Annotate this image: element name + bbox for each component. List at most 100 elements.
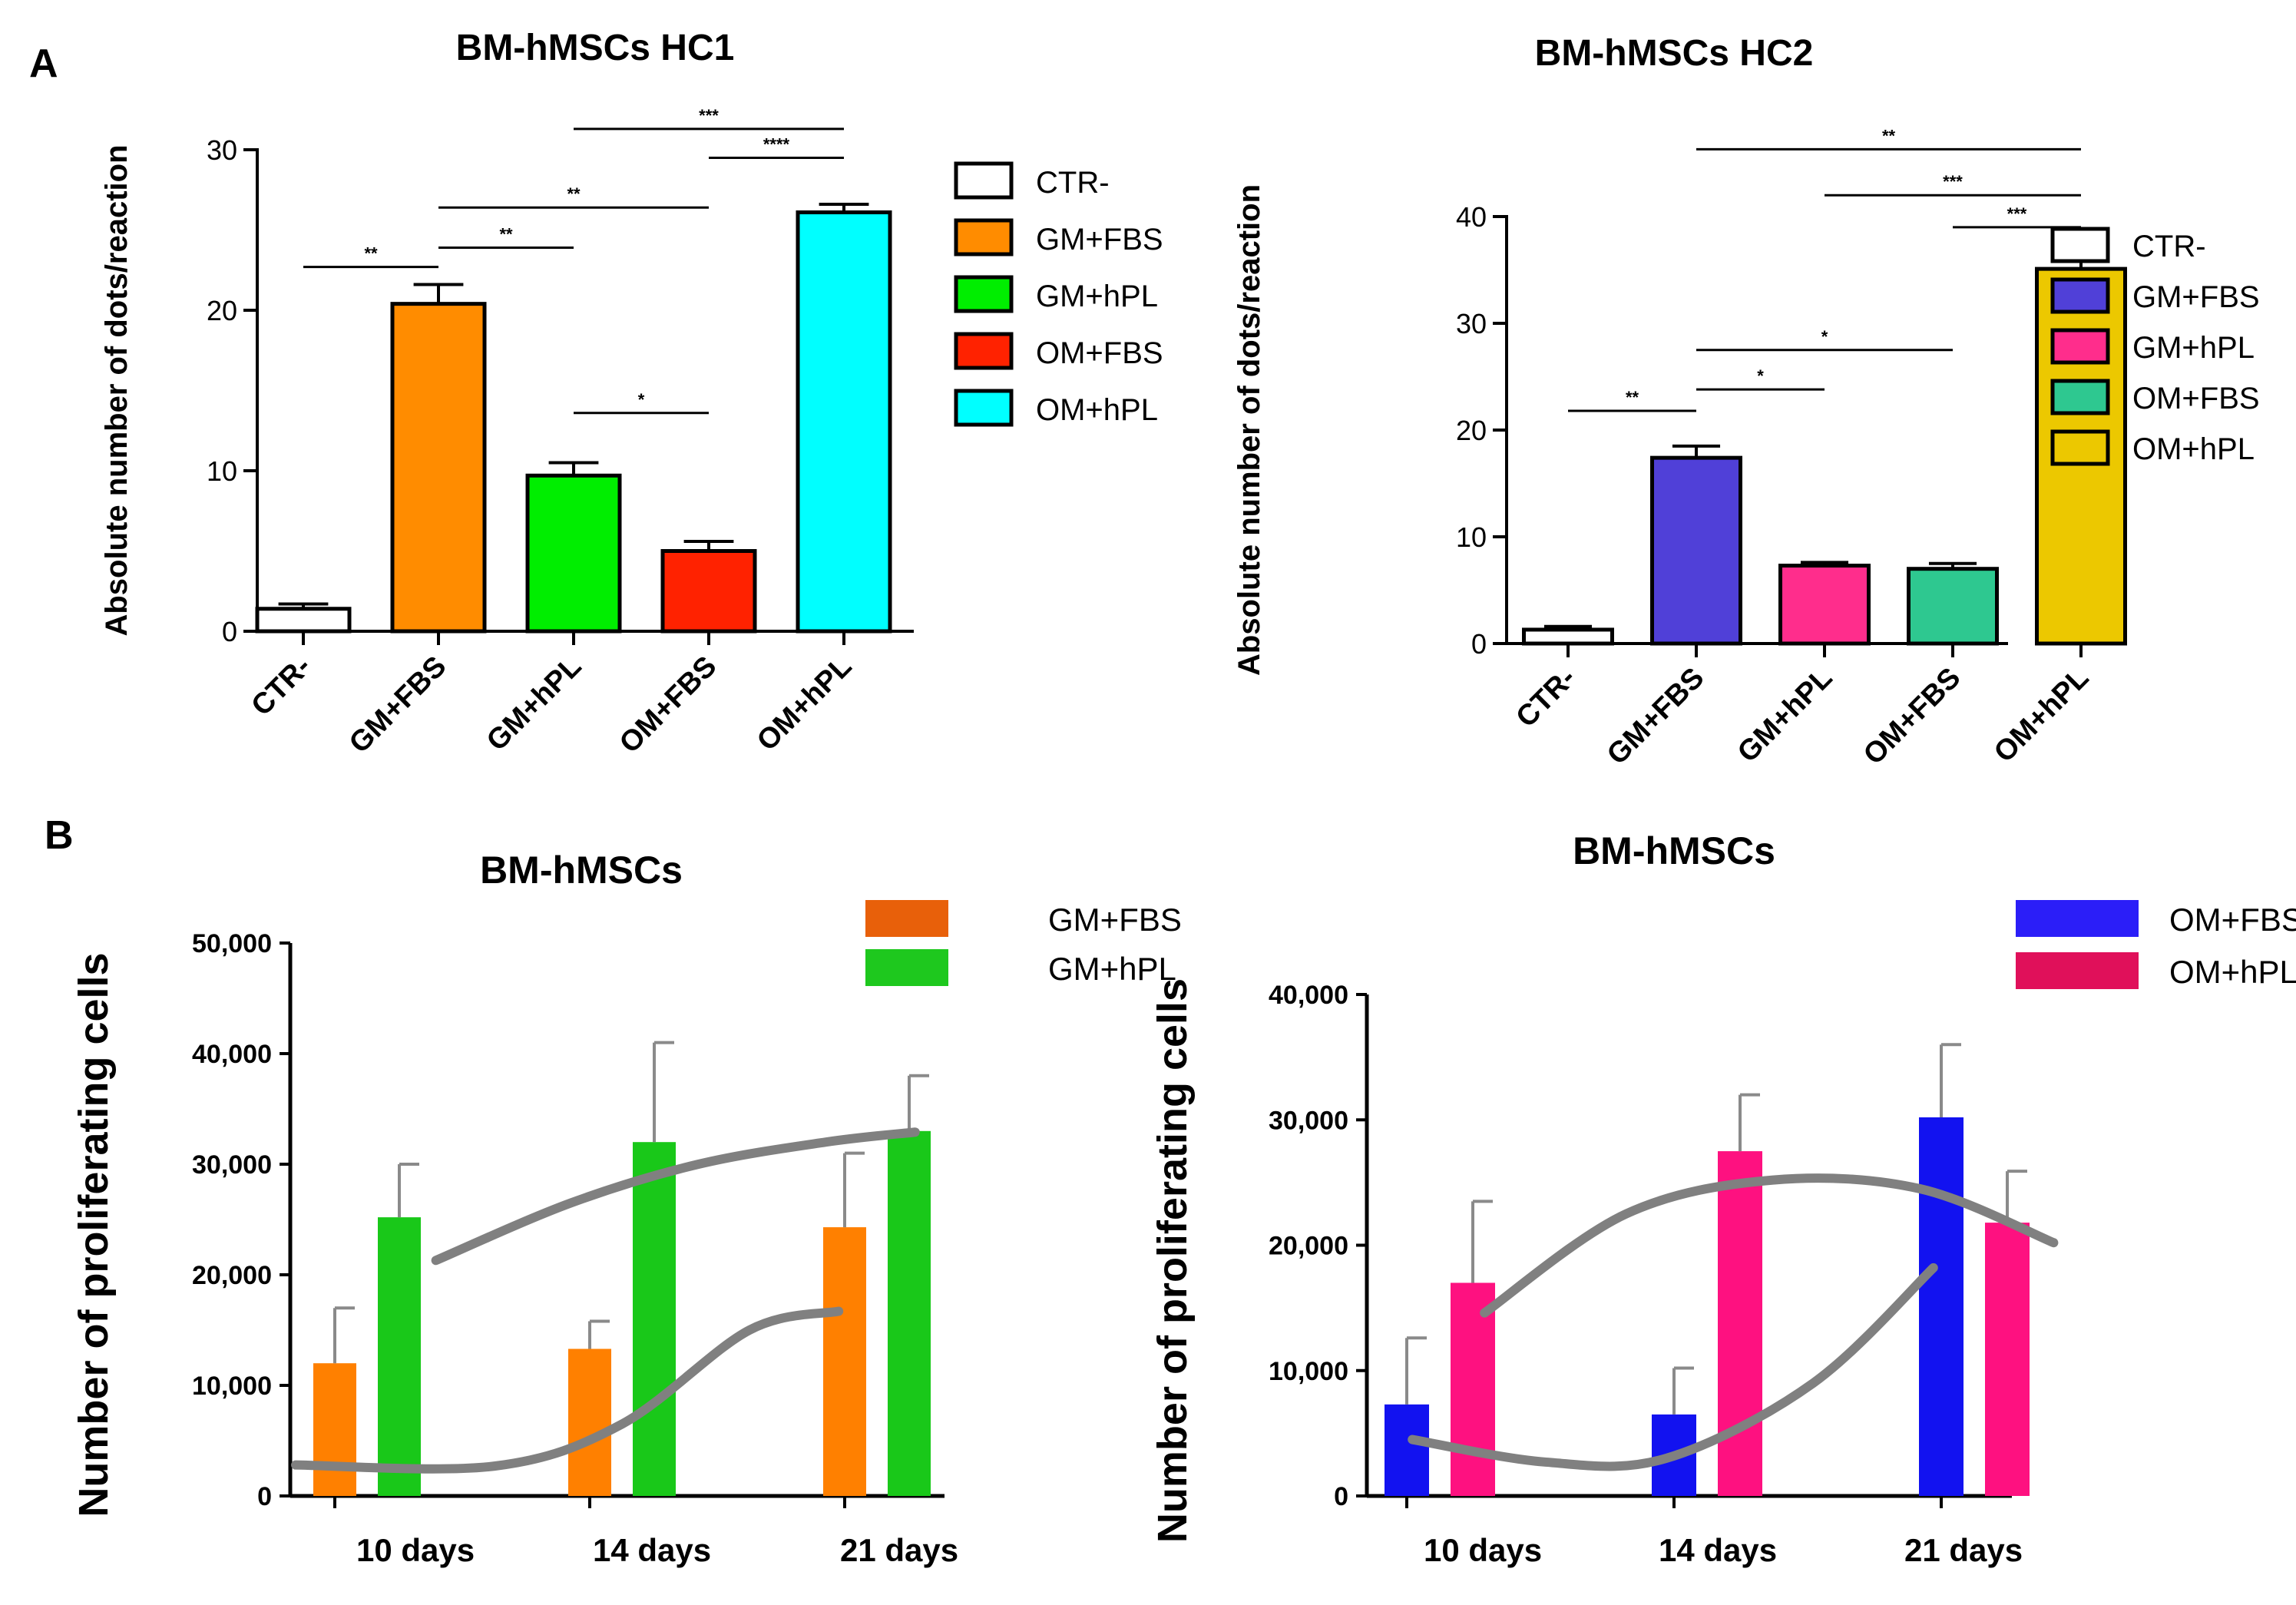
significance-label: *** — [699, 106, 719, 125]
x-tick-label: OM+FBS — [614, 650, 723, 759]
chart-hc2-dots: BM-hMSCs HC2 Absolute number of dots/reac… — [1232, 33, 2260, 771]
x-tick-label: OM+hPL — [1988, 662, 2095, 769]
legend-label: OM+FBS — [1036, 336, 1163, 370]
legend-label: CTR- — [1036, 166, 1110, 200]
y-axis-label: Absolute number of dots/reaction — [100, 144, 134, 636]
legend-swatch — [954, 275, 1014, 313]
legend-label: OM+hPL — [2132, 432, 2255, 466]
y-tick-label: 0 — [257, 1482, 272, 1511]
legend-label: OM+hPL — [1036, 393, 1158, 427]
bar-gm-hpl-2 — [888, 1130, 931, 1496]
chart-title: BM-hMSCs — [480, 849, 683, 892]
legend-label: GM+hPL — [1048, 951, 1176, 987]
legend-swatch — [2016, 952, 2139, 989]
y-tick-label: 20 — [1456, 415, 1487, 446]
legend-label: OM+hPL — [2169, 954, 2296, 990]
chart-title: BM-hMSCs HC2 — [1535, 33, 1814, 74]
bar-ctr- — [1522, 627, 1614, 646]
bar-om-fbs — [660, 549, 757, 634]
bar-gm-fbs — [1650, 455, 1742, 646]
chart-om-proliferation: BM-hMSCs Number of proliferating cells 0 10… — [1150, 829, 2296, 1568]
y-tick-label: 40,000 — [1269, 981, 1348, 1010]
trend-line-1 — [431, 1127, 920, 1266]
legend-swatch — [954, 218, 1014, 256]
legend-label: GM+FBS — [1048, 902, 1182, 938]
significance-label: ** — [567, 184, 581, 204]
y-tick-label: 0 — [1334, 1482, 1348, 1511]
legend-swatch — [2050, 379, 2110, 415]
legend-swatch — [2050, 328, 2110, 365]
legend-swatch — [2050, 227, 2110, 263]
chart-title: BM-hMSCs HC1 — [456, 28, 735, 68]
x-tick-label: 10 days — [1424, 1532, 1542, 1568]
bar-om-hpl — [796, 210, 892, 634]
x-tick-label: OM+FBS — [1858, 662, 1967, 771]
bar-gm-hpl — [1778, 564, 1871, 646]
legend-swatch — [2050, 277, 2110, 314]
significance-label: **** — [763, 134, 790, 154]
significance-label: *** — [1943, 172, 1963, 191]
significance-label: * — [638, 390, 645, 409]
y-tick-label: 30,000 — [1269, 1106, 1348, 1135]
bar-gm-fbs — [390, 302, 487, 634]
y-tick-label: 0 — [1471, 628, 1487, 660]
x-tick-label: 21 days — [1904, 1532, 2023, 1568]
y-tick-label: 10 — [1456, 521, 1487, 553]
y-axis-label: Number of proliferating cells — [71, 952, 117, 1517]
bar-gm-fbs-0 — [313, 1363, 356, 1496]
bar-om-fbs — [1907, 567, 1999, 646]
y-tick-label: 30,000 — [192, 1150, 272, 1180]
y-tick-label: 30 — [207, 134, 237, 166]
legend-label: CTR- — [2132, 230, 2206, 263]
legend-label: OM+FBS — [2169, 902, 2296, 938]
bar-om-fbs-2 — [1919, 1117, 1964, 1496]
bar-om-hpl-0 — [1451, 1282, 1495, 1496]
significance-label: ** — [499, 224, 513, 243]
chart-title: BM-hMSCs — [1573, 829, 1775, 872]
panel-label-b: B — [45, 813, 74, 858]
y-tick-label: 40,000 — [192, 1040, 272, 1069]
bar-gm-fbs-1 — [568, 1349, 611, 1496]
legend-swatch — [2016, 900, 2139, 937]
y-tick-label: 50,000 — [192, 929, 272, 958]
legend-swatch — [865, 900, 948, 937]
y-tick-label: 0 — [222, 616, 237, 647]
y-axis-label: Number of proliferating cells — [1150, 978, 1196, 1543]
x-tick-label: GM+FBS — [343, 650, 452, 759]
legend-swatch — [954, 389, 1014, 427]
bar-ctr- — [255, 607, 352, 634]
y-tick-label: 20,000 — [1269, 1232, 1348, 1261]
chart-hc1-dots: BM-hMSCs HC1 Absolute number of dots/reac… — [100, 28, 1163, 759]
trend-line-0 — [291, 1306, 844, 1474]
y-tick-label: 30 — [1456, 308, 1487, 339]
y-tick-label: 10,000 — [192, 1372, 272, 1401]
legend-swatch — [954, 161, 1014, 200]
bar-om-hpl-1 — [1718, 1151, 1762, 1496]
x-tick-label: 10 days — [356, 1532, 475, 1568]
legend-label: OM+FBS — [2132, 382, 2260, 415]
legend-swatch — [954, 332, 1014, 370]
x-tick-label: 14 days — [1659, 1532, 1777, 1568]
bar-gm-hpl-0 — [378, 1217, 421, 1496]
legend-label: GM+hPL — [1036, 280, 1158, 313]
legend-swatch — [865, 949, 948, 986]
y-tick-label: 20 — [207, 295, 237, 326]
y-tick-label: 40 — [1456, 201, 1487, 233]
x-tick-label: GM+hPL — [1732, 662, 1838, 769]
significance-label: ** — [1882, 126, 1896, 145]
bar-om-hpl-2 — [1985, 1223, 2030, 1496]
bar-om-fbs-0 — [1385, 1404, 1429, 1496]
significance-label: * — [1821, 327, 1828, 346]
panel-label-a: A — [29, 41, 58, 86]
chart-gm-proliferation: BM-hMSCs Number of proliferating cells 0 10… — [71, 849, 1182, 1568]
legend-swatch — [2050, 429, 2110, 466]
x-tick-label: CTR- — [245, 650, 317, 723]
bar-gm-hpl-1 — [633, 1142, 676, 1496]
y-axis-label: Absolute number of dots/reaction — [1232, 184, 1266, 676]
x-tick-label: CTR- — [1510, 662, 1582, 734]
x-tick-label: GM+hPL — [481, 650, 587, 757]
x-tick-label: 14 days — [593, 1532, 711, 1568]
significance-label: ** — [1626, 388, 1639, 407]
y-tick-label: 10 — [207, 455, 237, 487]
x-tick-label: GM+FBS — [1601, 662, 1710, 771]
